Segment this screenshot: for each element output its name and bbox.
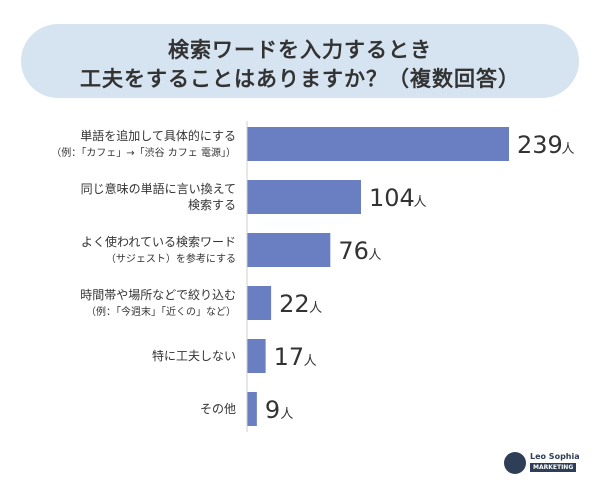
category-label-1-0: 同じ意味の単語に言い換えて — [81, 181, 236, 196]
category-label-2-0: よく使われている検索ワード — [81, 234, 236, 249]
title-banner: 検索ワードを入力するとき 工夫をすることはありますか？（複数回答） — [21, 24, 579, 98]
category-label-0-0: 単語を追加して具体的にする — [80, 128, 236, 143]
value-label-3: 22 — [279, 290, 310, 318]
chart-title-line-1: 検索ワードを入力するとき — [168, 38, 432, 62]
category-label-2-1: （サジェスト）を参考にする — [106, 252, 236, 265]
value-unit-2: 人 — [368, 248, 381, 263]
category-label-4-0: 特に工夫しない — [152, 348, 236, 363]
value-label-2: 76 — [338, 237, 369, 265]
logo-name: Leo Sophia — [530, 452, 580, 461]
value-unit-1: 人 — [414, 195, 427, 210]
value-unit-0: 人 — [562, 142, 575, 157]
value-label-5: 9 — [265, 396, 280, 424]
bar-0 — [247, 127, 509, 161]
bar-3 — [247, 286, 272, 320]
value-label-1: 104 — [369, 184, 415, 212]
bar-2 — [247, 233, 331, 267]
value-unit-3: 人 — [309, 301, 322, 316]
category-label-3-0: 時間帯や場所などで絞り込む — [80, 287, 236, 302]
logo-subtitle: MARKETING — [530, 463, 577, 472]
value-label-0: 239 — [517, 131, 563, 159]
bar-1 — [247, 180, 362, 214]
value-unit-4: 人 — [304, 354, 317, 369]
lion-logo-icon — [504, 452, 526, 474]
bar-4 — [247, 339, 266, 373]
category-label-0-1: （例：「カフェ」→「渋谷 カフェ 電源」） — [51, 146, 236, 159]
chart-title-line-2: 工夫をすることはありますか？（複数回答） — [80, 67, 520, 91]
brand-logo: Leo Sophia MARKETING — [504, 450, 584, 480]
category-label-3-1: （例：「今週末」「近くの」など） — [86, 305, 236, 318]
value-label-4: 17 — [274, 343, 305, 371]
value-unit-5: 人 — [280, 407, 293, 422]
category-label-5-0: その他 — [200, 402, 236, 416]
category-label-1-1: 検索する — [188, 198, 236, 212]
bar-5 — [247, 392, 257, 426]
